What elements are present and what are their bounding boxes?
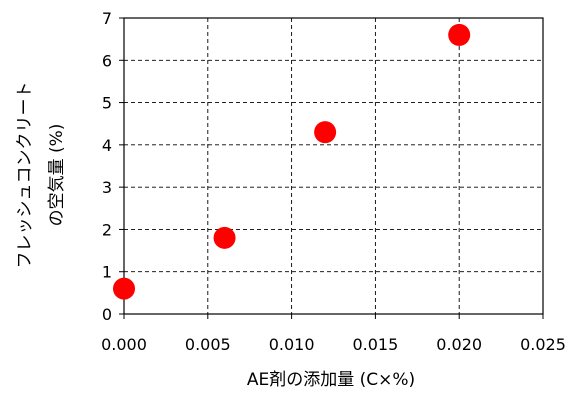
data-points xyxy=(113,23,471,300)
y-axis-label-line-1: フレッシュコンクリート xyxy=(15,82,35,269)
y-axis-ticks: 0 1 2 3 4 5 6 7 xyxy=(102,9,124,324)
x-axis-ticks: 0.000 0.005 0.010 0.015 0.020 0.025 xyxy=(101,314,566,354)
plot-area-frame xyxy=(123,17,544,315)
y-tick-label: 1 xyxy=(102,263,112,282)
data-point xyxy=(213,226,236,249)
data-point xyxy=(314,121,337,144)
y-tick-label: 2 xyxy=(102,220,112,239)
y-tick-label: 5 xyxy=(102,94,112,113)
y-tick-label: 3 xyxy=(102,178,112,197)
x-tick-label: 0.025 xyxy=(520,335,566,354)
y-tick-label: 7 xyxy=(102,9,112,28)
x-tick-label: 0.020 xyxy=(436,335,482,354)
data-point xyxy=(113,277,135,300)
x-tick-label: 0.010 xyxy=(269,335,315,354)
grid-lines xyxy=(124,18,543,314)
y-tick-label: 0 xyxy=(102,305,112,324)
x-tick-label: 0.015 xyxy=(352,335,398,354)
y-tick-label: 6 xyxy=(102,51,112,70)
x-tick-label: 0.000 xyxy=(101,335,147,354)
data-point xyxy=(448,23,471,46)
y-axis-label-line-2: の空気量 (%) xyxy=(47,124,67,227)
y-tick-label: 4 xyxy=(102,136,112,155)
x-tick-label: 0.005 xyxy=(185,335,231,354)
x-axis-label: AE剤の添加量 (C×%) xyxy=(247,370,415,390)
